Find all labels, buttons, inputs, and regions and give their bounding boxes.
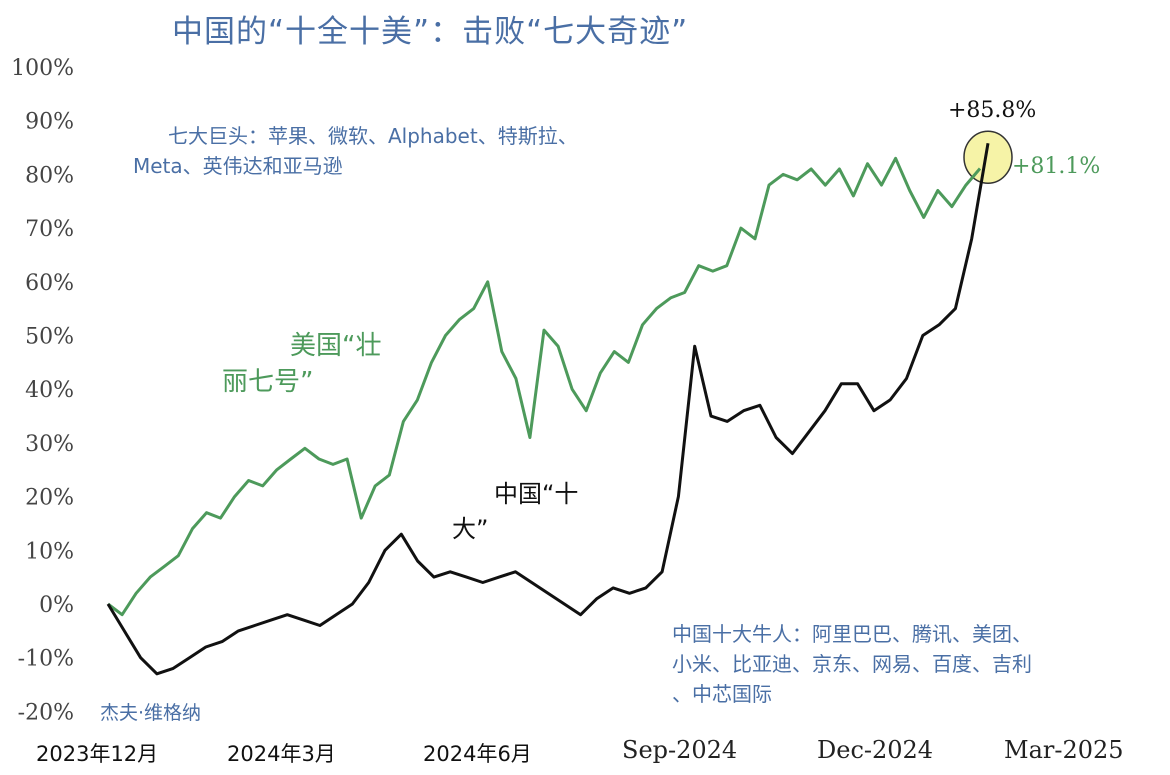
us-end-value-label: +81.1%	[1012, 154, 1101, 179]
magnificent7-note-line2: Meta、英伟达和亚马逊	[133, 154, 343, 178]
x-tick-label: Mar-2025	[1004, 736, 1124, 764]
cn-series-label-line2: 大”	[452, 515, 489, 543]
cn-series-label-line1: 中国“十	[494, 480, 579, 508]
y-tick-label: 40%	[25, 378, 74, 403]
us-series-line	[107, 156, 982, 617]
y-tick-label: 70%	[25, 217, 74, 242]
y-tick-label: -20%	[18, 700, 74, 725]
cn10-note-line3: 、中芯国际	[672, 682, 772, 706]
magnificent7-note-line1: 七大巨头：苹果、微软、Alphabet、特斯拉、	[168, 124, 578, 148]
us-series	[107, 156, 982, 617]
y-axis: 100% 90% 80% 70% 60% 50% 40% 30% 20% 10% 0% -10% -20…	[11, 56, 74, 725]
y-tick-label: 0%	[39, 593, 74, 618]
y-tick-label: 10%	[25, 539, 74, 564]
y-tick-label: 80%	[25, 163, 74, 188]
cn10-note-line1: 中国十大牛人：阿里巴巴、腾讯、美团、	[672, 622, 1032, 646]
y-tick-label: 60%	[25, 271, 74, 296]
highlight-circle	[963, 130, 1013, 185]
cn-series	[106, 143, 990, 676]
x-tick-label: 2024年6月	[423, 742, 532, 766]
cn-series-line	[106, 143, 990, 676]
cn10-note-line2: 小米、比亚迪、京东、网易、百度、吉利	[672, 652, 1032, 676]
x-tick-label: Sep-2024	[622, 736, 738, 764]
y-tick-label: 100%	[11, 56, 74, 81]
x-tick-label: 2023年12月	[36, 742, 159, 766]
source-credit: 杰夫·维格纳	[100, 702, 202, 724]
x-tick-label: Dec-2024	[817, 736, 934, 764]
us-series-label-line2: 丽七号”	[222, 367, 314, 397]
y-tick-label: 30%	[25, 432, 74, 457]
y-tick-label: 90%	[25, 110, 74, 135]
us-series-label-line1: 美国“壮	[290, 331, 382, 361]
y-tick-label: 50%	[25, 325, 74, 350]
cn-end-value-label: +85.8%	[948, 98, 1037, 123]
y-tick-label: 20%	[25, 486, 74, 511]
y-tick-label: -10%	[18, 647, 74, 672]
x-tick-label: 2024年3月	[227, 742, 336, 766]
chart-title: 中国的“十全十美”：击败“七大奇迹”	[172, 14, 689, 50]
